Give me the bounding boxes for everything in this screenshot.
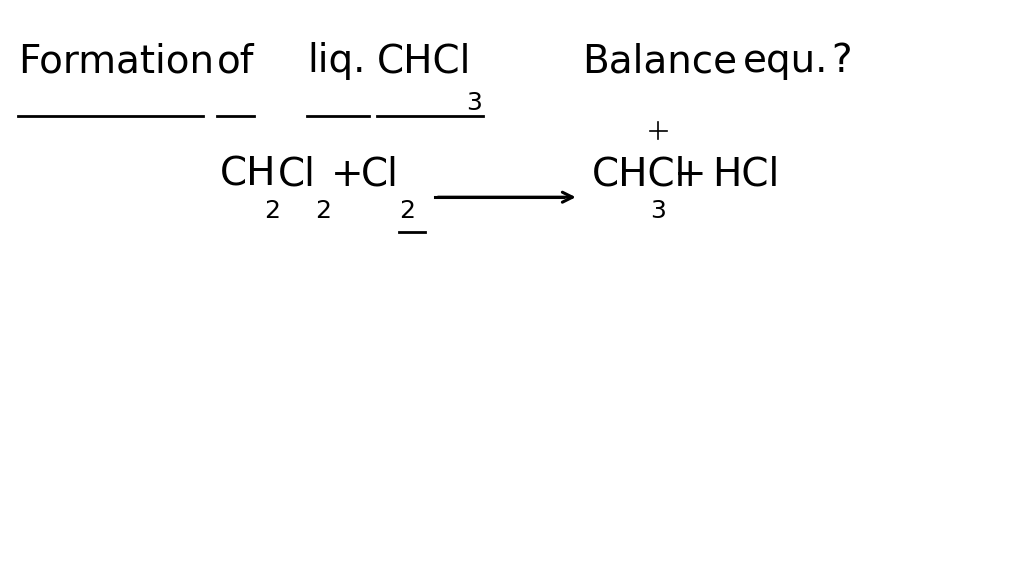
Text: equ.: equ. [742, 42, 827, 81]
Text: CHCl: CHCl [592, 155, 686, 194]
Text: 3: 3 [650, 198, 667, 223]
Text: Formation: Formation [18, 42, 214, 81]
Text: Cl: Cl [278, 155, 315, 194]
Text: CHCl: CHCl [377, 42, 471, 81]
Text: Cl: Cl [360, 155, 398, 194]
Text: Balance: Balance [582, 42, 736, 81]
Text: of: of [217, 42, 255, 81]
Text: CH: CH [220, 155, 276, 194]
Text: HCl: HCl [712, 155, 779, 194]
Text: 2: 2 [264, 198, 281, 223]
Text: +: + [331, 155, 364, 194]
Text: ?: ? [831, 42, 852, 81]
Text: +: + [674, 155, 707, 194]
Text: liq.: liq. [307, 42, 366, 81]
Text: 3: 3 [466, 91, 482, 115]
Text: 2: 2 [315, 198, 332, 223]
Text: 2: 2 [399, 198, 416, 223]
